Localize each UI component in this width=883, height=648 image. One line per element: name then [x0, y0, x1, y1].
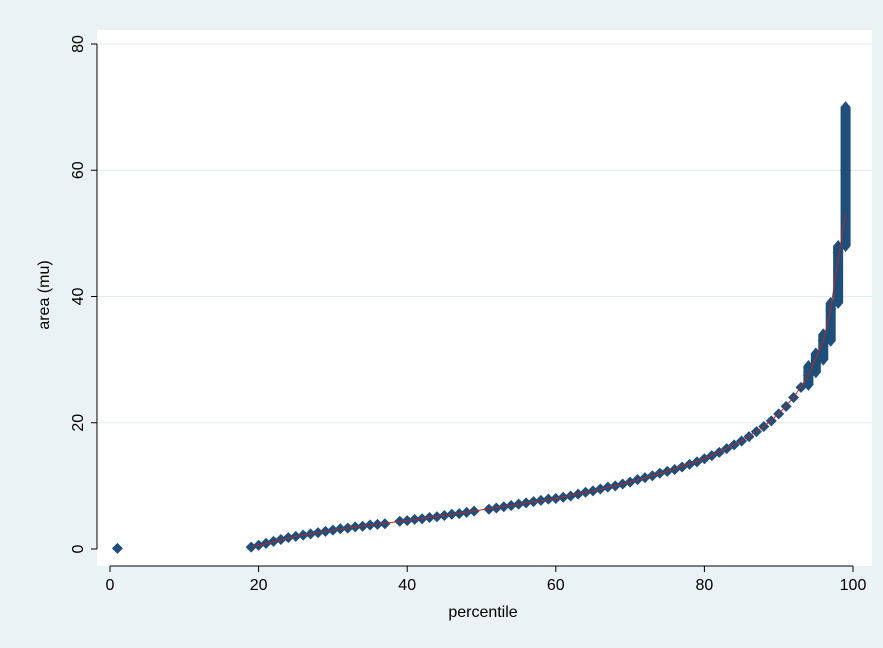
x-tick-label: 100: [840, 577, 867, 594]
data-point: [840, 164, 852, 176]
data-point: [379, 518, 391, 530]
fit-line-layer: [251, 214, 847, 548]
y-tick-label: 20: [70, 414, 87, 432]
x-tick-label: 40: [398, 577, 416, 594]
y-tick-label: 0: [70, 544, 87, 553]
x-tick-label: 20: [250, 577, 268, 594]
axes: 0 20 40 60 80 0 20 40 60 80 100: [70, 35, 866, 594]
data-point: [282, 532, 294, 544]
y-tick-label: 60: [70, 161, 87, 179]
x-tick-label: 60: [547, 577, 565, 594]
y-axis-title: area (mu): [36, 260, 53, 329]
fit-line: [251, 214, 847, 548]
data-band: [833, 240, 844, 309]
data-point: [111, 542, 123, 554]
x-tick-label: 80: [696, 577, 714, 594]
data-point: [713, 446, 725, 458]
data-point: [832, 246, 844, 258]
y-tick-label: 40: [70, 288, 87, 306]
plot-area: [97, 30, 872, 566]
data-band: [840, 101, 851, 252]
x-tick-label: 0: [106, 577, 115, 594]
y-tick-label: 80: [70, 35, 87, 53]
x-axis-title: percentile: [448, 604, 517, 621]
grid-lines: [97, 43, 872, 424]
